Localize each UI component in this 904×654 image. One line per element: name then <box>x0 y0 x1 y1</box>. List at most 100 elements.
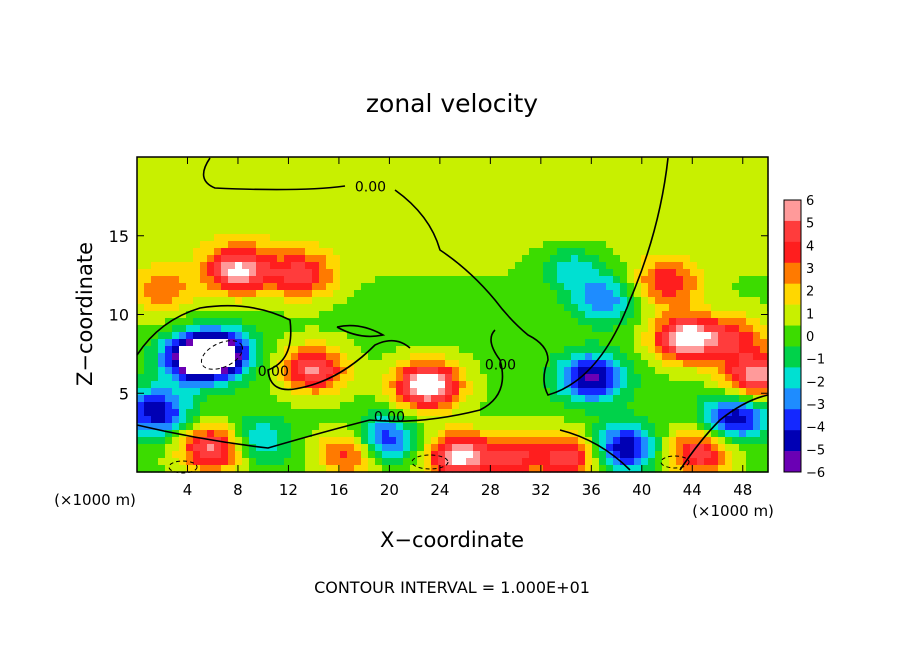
heatmap-cell <box>186 458 194 466</box>
heatmap-cell <box>263 437 271 445</box>
heatmap-cell <box>669 178 677 186</box>
heatmap-cell <box>634 416 642 424</box>
heatmap-cell <box>760 304 768 312</box>
colorbar-label: −1 <box>806 353 825 368</box>
heatmap-cell <box>172 346 180 354</box>
heatmap-cell <box>557 304 565 312</box>
heatmap-cell <box>263 220 271 228</box>
heatmap-cell <box>480 444 488 452</box>
heatmap-cell <box>403 185 411 193</box>
heatmap-cell <box>214 227 222 235</box>
heatmap-cell <box>690 402 698 410</box>
heatmap-cell <box>151 346 159 354</box>
heatmap-cell <box>312 339 320 347</box>
heatmap-cell <box>235 416 243 424</box>
heatmap-cell <box>368 304 376 312</box>
heatmap-cell <box>459 437 467 445</box>
heatmap-cell <box>340 402 348 410</box>
contour-label: 0.00 <box>374 410 405 426</box>
heatmap-cell <box>207 269 215 277</box>
heatmap-cell <box>249 157 257 165</box>
heatmap-cell <box>494 437 502 445</box>
heatmap-cell <box>431 444 439 452</box>
heatmap-cell <box>725 451 733 459</box>
heatmap-cell <box>627 241 635 249</box>
heatmap-cell <box>494 381 502 389</box>
heatmap-cell <box>445 395 453 403</box>
heatmap-cell <box>354 234 362 242</box>
heatmap-cell <box>634 367 642 375</box>
heatmap-cell <box>165 255 173 263</box>
heatmap-cell <box>564 451 572 459</box>
heatmap-cell <box>151 269 159 277</box>
heatmap-cell <box>382 227 390 235</box>
heatmap-cell <box>501 171 509 179</box>
heatmap-cell <box>550 269 558 277</box>
heatmap-cell <box>655 248 663 256</box>
heatmap-cell <box>690 304 698 312</box>
heatmap-cell <box>543 367 551 375</box>
heatmap-cell <box>256 395 264 403</box>
heatmap-cell <box>676 199 684 207</box>
heatmap-cell <box>445 451 453 459</box>
heatmap-cell <box>473 255 481 263</box>
heatmap-cell <box>137 395 145 403</box>
heatmap-cell <box>690 381 698 389</box>
heatmap-cell <box>277 227 285 235</box>
heatmap-cell <box>368 318 376 326</box>
heatmap-cell <box>501 290 509 298</box>
heatmap-cell <box>389 458 397 466</box>
heatmap-cell <box>284 360 292 368</box>
heatmap-cell <box>403 248 411 256</box>
heatmap-cell <box>270 164 278 172</box>
heatmap-cell <box>529 255 537 263</box>
heatmap-cell <box>550 164 558 172</box>
heatmap-cell <box>144 185 152 193</box>
heatmap-cell <box>725 465 733 473</box>
heatmap-cell <box>494 360 502 368</box>
heatmap-cell <box>256 318 264 326</box>
heatmap-cell <box>347 185 355 193</box>
heatmap-cell <box>172 465 180 473</box>
heatmap-cell <box>634 178 642 186</box>
heatmap-cell <box>361 199 369 207</box>
heatmap-cell <box>627 311 635 319</box>
heatmap-cell <box>368 360 376 368</box>
heatmap-cell <box>613 332 621 340</box>
heatmap-cell <box>732 360 740 368</box>
heatmap-cell <box>515 213 523 221</box>
heatmap-cell <box>599 395 607 403</box>
heatmap-cell <box>711 430 719 438</box>
heatmap-cell <box>235 283 243 291</box>
heatmap-cell <box>361 325 369 333</box>
heatmap-cell <box>536 276 544 284</box>
heatmap-cell <box>249 374 257 382</box>
heatmap-cell <box>424 178 432 186</box>
heatmap-cell <box>641 353 649 361</box>
heatmap-cell <box>704 157 712 165</box>
heatmap-cell <box>459 185 467 193</box>
heatmap-cell <box>732 423 740 431</box>
heatmap-cell <box>235 381 243 389</box>
heatmap-cell <box>676 213 684 221</box>
heatmap-cell <box>690 451 698 459</box>
heatmap-cell <box>375 255 383 263</box>
heatmap-cell <box>697 402 705 410</box>
heatmap-cell <box>270 416 278 424</box>
heatmap-cell <box>613 290 621 298</box>
heatmap-cell <box>200 458 208 466</box>
heatmap-cell <box>319 227 327 235</box>
heatmap-cell <box>263 206 271 214</box>
heatmap-cell <box>200 220 208 228</box>
heatmap-cell <box>179 458 187 466</box>
heatmap-cell <box>347 416 355 424</box>
heatmap-cell <box>732 178 740 186</box>
heatmap-cell <box>284 409 292 417</box>
heatmap-cell <box>648 388 656 396</box>
heatmap-cell <box>529 227 537 235</box>
heatmap-cell <box>361 262 369 270</box>
heatmap-cell <box>480 360 488 368</box>
heatmap-cell <box>529 423 537 431</box>
heatmap-cell <box>326 248 334 256</box>
heatmap-cell <box>529 381 537 389</box>
